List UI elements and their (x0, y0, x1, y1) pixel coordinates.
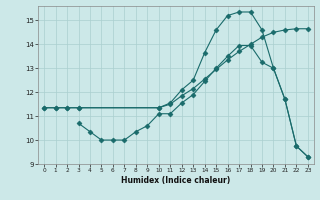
X-axis label: Humidex (Indice chaleur): Humidex (Indice chaleur) (121, 176, 231, 185)
